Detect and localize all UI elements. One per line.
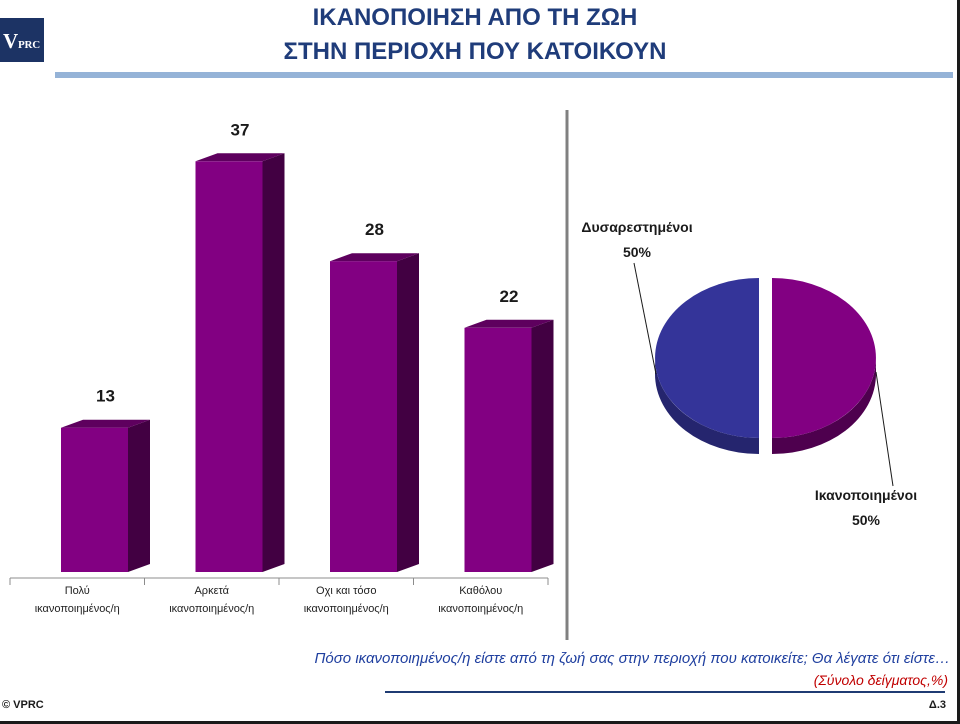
pie-leader-line bbox=[633, 262, 657, 375]
logo-text: VPRC bbox=[3, 29, 40, 53]
bar-top-face bbox=[61, 419, 150, 428]
pie-slice bbox=[772, 278, 876, 438]
bar-value-label: 28 bbox=[365, 220, 384, 239]
page-title-line-1: ΙΚΑΝΟΠΟΙΗΣΗ ΑΠΟ ΤΗ ΖΩΗ bbox=[312, 4, 638, 31]
bar-category-label: Πολύ ικανοποιημένος/η bbox=[35, 585, 120, 615]
survey-question: Πόσο ικανοποιημένος/η είστε από τη ζωή σ… bbox=[314, 650, 950, 667]
pie-slice-side bbox=[772, 358, 876, 454]
pie-slice-label: Δυσαρεστημένοι bbox=[581, 219, 692, 235]
pie-slice-value: 50% bbox=[623, 244, 652, 260]
bar-category-label-line: Αρκετά bbox=[194, 585, 229, 597]
frame-right-edge bbox=[957, 0, 960, 724]
bar-category-label-line: ικανοποιημένος/η bbox=[304, 603, 389, 615]
bar-side-face bbox=[531, 319, 554, 572]
vprc-logo: VPRC bbox=[0, 18, 44, 62]
page-number: Δ.3 bbox=[928, 699, 946, 711]
pie-slice-value: 50% bbox=[852, 512, 881, 528]
bar-category-label-line: Οχι και τόσο bbox=[316, 585, 376, 597]
bar bbox=[464, 327, 532, 572]
bar bbox=[330, 261, 397, 572]
bar bbox=[195, 161, 263, 573]
bar-category-label-line: Πολύ bbox=[65, 585, 90, 597]
bar-category-label: Αρκετά ικανοποιημένος/η bbox=[169, 585, 254, 615]
pie-leader-line bbox=[875, 371, 894, 487]
bar-value-label: 22 bbox=[500, 287, 519, 306]
copyright-text: © VPRC bbox=[2, 699, 44, 711]
bar-category-label-line: ικανοποιημένος/η bbox=[169, 603, 254, 615]
footer-rule bbox=[385, 691, 945, 693]
bar-side-face bbox=[397, 253, 419, 572]
pie-chart: Ικανοποιημένοι 50% Δυσαρεστημένοι 50% bbox=[581, 219, 917, 528]
frame-bottom-edge bbox=[0, 721, 960, 724]
page-title-line-2: ΣΤΗΝ ΠΕΡΙΟΧΗ ΠΟΥ ΚΑΤΟΙΚΟΥΝ bbox=[283, 38, 667, 65]
bar-chart: 13 Πολύ ικανοποιημένος/η 37 Αρκετά ικανοποιημ… bbox=[9, 120, 554, 615]
title-rule bbox=[55, 72, 953, 78]
bar-category-label-line: Καθόλου bbox=[459, 585, 502, 597]
bar bbox=[61, 427, 128, 572]
bar-top-face bbox=[464, 319, 554, 328]
bar-category-label-line: ικανοποιημένος/η bbox=[438, 603, 523, 615]
bar-top-face bbox=[195, 153, 285, 162]
pie-slice bbox=[655, 278, 759, 438]
sample-note: (Σύνολο δείγματος,%) bbox=[813, 672, 948, 688]
bar-top-face bbox=[330, 253, 419, 262]
bar-value-label: 13 bbox=[96, 387, 115, 406]
pie-slice-label: Ικανοποιημένοι bbox=[815, 487, 917, 503]
bar-side-face bbox=[128, 419, 150, 572]
bar-value-label: 37 bbox=[231, 120, 250, 139]
page-title: ΙΚΑΝΟΠΟΙΗΣΗ ΑΠΟ ΤΗ ΖΩΗ ΣΤΗΝ ΠΕΡΙΟΧΗ ΠΟΥ … bbox=[0, 1, 950, 69]
bar-side-face bbox=[262, 153, 285, 573]
bar-category-label: Καθόλου ικανοποιημένος/η bbox=[438, 585, 523, 615]
bar-category-label-line: ικανοποιημένος/η bbox=[35, 603, 120, 615]
pie-slice-side bbox=[655, 358, 759, 454]
bar-category-label: Οχι και τόσο ικανοποιημένος/η bbox=[304, 585, 389, 615]
